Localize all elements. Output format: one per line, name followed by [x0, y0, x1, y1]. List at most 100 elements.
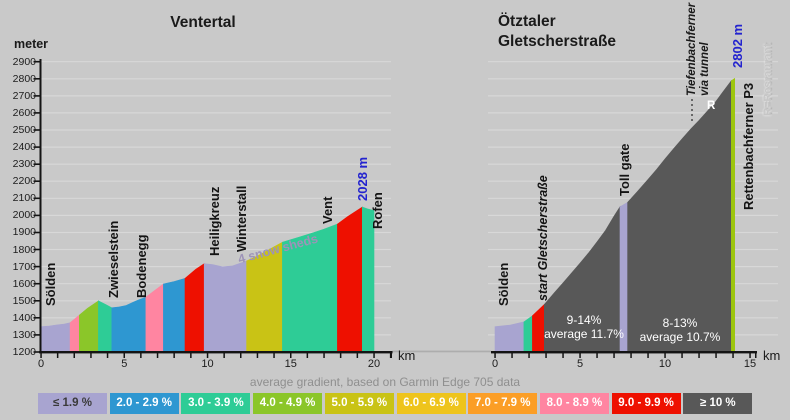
y-tick-label: 1600	[12, 277, 36, 290]
y-axis-tick	[33, 129, 40, 131]
profile-segments-chart-0	[40, 206, 375, 354]
y-axis-tick	[33, 248, 40, 251]
x-tick-label: 15	[743, 358, 757, 370]
y-tick-label: 2200	[12, 175, 36, 188]
station-label-toll-gate: Toll gate	[616, 143, 632, 196]
y-tick-label: 2900	[12, 55, 36, 68]
chart-title-ventertal: Ventertal	[170, 14, 236, 31]
restaurant-marker: R	[707, 100, 716, 112]
x-axis-tick	[579, 353, 581, 358]
y-axis-tick	[33, 334, 40, 336]
y-tick-label: 2600	[12, 106, 36, 119]
legend-item-label: 3.0 - 3.9 %	[188, 397, 244, 410]
x-tick-label: 15	[284, 358, 297, 370]
station-label-rofen: Rofen	[369, 192, 385, 229]
axes	[33, 59, 757, 358]
y-axis-unit-label: meter	[14, 37, 49, 51]
x-axis-tick	[290, 353, 292, 358]
gradient-segment	[40, 322, 71, 354]
y-axis-tick	[33, 231, 40, 234]
x-axis-tick	[40, 353, 42, 358]
legend-note: average gradient, based on Garmin Edge 7…	[249, 375, 521, 389]
x-axis-tick	[90, 353, 92, 358]
legend-item-6-0-6-9-: 6.0 - 6.9 %	[396, 393, 466, 414]
x-axis-tick	[630, 353, 632, 358]
y-axis-line	[39, 59, 42, 353]
legend-item-label: 8.0 - 8.9 %	[546, 397, 603, 410]
gradient-annotation-line: 8-13%	[662, 316, 698, 330]
y-axis-tick	[33, 282, 40, 285]
x-axis-tick	[306, 353, 309, 358]
x-axis-end-tick	[755, 353, 757, 358]
x-axis-tick	[494, 353, 496, 358]
y-axis-tick	[33, 265, 40, 268]
legend-item-4-0-4-9-: 4.0 - 4.9 %	[253, 393, 323, 414]
x-axis-tick	[273, 353, 275, 358]
x-tick-label: 10	[658, 358, 672, 370]
gradient-annotation-line: average 10.7%	[639, 330, 721, 344]
x-axis-tick	[647, 353, 649, 358]
station-label-rettenbachferner-p3: Rettenbachferner P3	[740, 82, 756, 210]
gradient-annotation: 8-13% average 10.7%	[610, 316, 750, 344]
y-tick-label: 1200	[12, 346, 36, 358]
x-axis-tick	[223, 353, 225, 358]
gradient-segment	[69, 314, 80, 354]
x-axis-unit-label: km	[763, 348, 781, 363]
y-tick-label: 1800	[12, 243, 36, 256]
legend-item-8-0-8-9-: 8.0 - 8.9 %	[539, 393, 609, 414]
legend-item-3-0-3-9-: 3.0 - 3.9 %	[181, 393, 251, 414]
y-axis-tick	[33, 146, 40, 148]
y-axis-tick	[33, 214, 40, 217]
y-axis-tick	[33, 300, 40, 302]
x-axis-tick	[73, 353, 75, 358]
connector-dot	[691, 99, 693, 101]
legend-item--1-9-: ≤ 1.9 %	[38, 393, 107, 414]
chart-title-gletscherstrasse-line2: Gletscherstraße	[498, 33, 617, 50]
legend-item--10-: ≥ 10 %	[683, 393, 753, 414]
x-axis-tick	[596, 353, 598, 358]
gradient-segment	[111, 296, 147, 354]
legend-item-label: 9.0 - 9.9 %	[618, 397, 674, 410]
legend-item-label: 6.0 - 6.9 %	[403, 397, 459, 410]
station-label-winterstall: Winterstall	[234, 185, 250, 252]
x-axis-tick	[123, 353, 125, 358]
gradient-segment	[79, 300, 99, 354]
x-axis-tick	[562, 353, 564, 358]
y-tick-label: 2000	[12, 209, 36, 222]
x-axis-tick	[206, 353, 209, 358]
tunnel-exit-label-line: Tiefenbachferner	[686, 2, 698, 96]
connector-dot	[691, 109, 693, 111]
gradient-segment	[98, 300, 113, 354]
y-tick-label: 1500	[12, 294, 36, 307]
gradient-segment	[203, 260, 247, 354]
x-tick-label: 20	[367, 358, 381, 370]
x-axis-tick	[190, 353, 192, 358]
x-axis-tick	[528, 353, 530, 358]
y-tick-label: 2400	[12, 141, 36, 154]
y-axis-tick	[33, 317, 40, 319]
x-axis-tick	[511, 353, 513, 358]
restaurant-key-note: R=Resraurant	[761, 43, 774, 116]
gradient-segment	[337, 206, 363, 354]
station-label-s-lden: Sölden	[496, 262, 511, 306]
x-axis-tick	[156, 353, 159, 358]
x-axis-tick	[106, 353, 109, 358]
x-axis-tick	[240, 353, 242, 358]
y-axis-tick	[33, 78, 40, 80]
y-tick-label: 2300	[12, 158, 36, 171]
tunnel-exit-label-line: via tunnel	[698, 42, 711, 96]
station-label-vent: Vent	[319, 196, 335, 224]
x-tick-label: 5	[576, 358, 584, 370]
x-axis-tick	[339, 353, 342, 358]
connector-dot	[691, 119, 693, 121]
y-axis-tick	[33, 163, 40, 165]
x-axis-tick	[256, 353, 259, 358]
legend-item-2-0-2-9-: 2.0 - 2.9 %	[109, 393, 179, 414]
x-axis-tick	[749, 353, 751, 358]
y-tick-label: 2500	[12, 124, 36, 136]
legend-item-label: ≤ 1.9 %	[53, 397, 92, 410]
connector-dot	[691, 104, 693, 106]
y-axis-tick	[33, 351, 40, 353]
x-axis-end-tick	[390, 353, 392, 358]
